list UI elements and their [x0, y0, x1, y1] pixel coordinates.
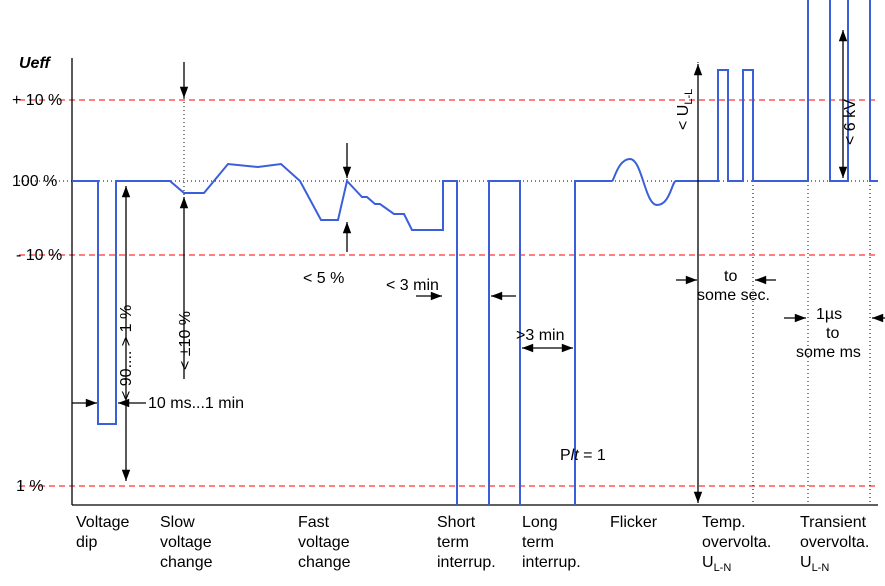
xlabel: Short	[437, 514, 476, 531]
xlabel: Temp.	[702, 514, 746, 531]
xlabel: overvolta.	[702, 534, 771, 551]
xlabel: UL-N	[702, 554, 731, 574]
xlabel: Voltage	[76, 514, 129, 531]
arrowhead	[755, 276, 766, 284]
short-interr-label: < 3 min	[386, 277, 439, 294]
transient-time-3: some ms	[796, 344, 861, 361]
fast-change-label: < 5 %	[303, 270, 344, 287]
arrowhead	[343, 167, 351, 178]
xlabel: voltage	[160, 534, 212, 551]
arrowhead	[522, 344, 533, 352]
arrowhead	[694, 492, 702, 503]
temp-ov-time-label-1: to	[724, 268, 737, 285]
xlabel: term	[522, 534, 554, 551]
arrowhead	[795, 314, 806, 322]
y-tick-plus10: + 10 %	[12, 92, 62, 109]
flicker-label: Plt = 1	[560, 447, 606, 464]
long-interr-label: >3 min	[516, 327, 564, 344]
y-tick-minus10: - 10 %	[16, 247, 62, 264]
arrowhead	[694, 64, 702, 75]
arrowhead	[562, 344, 573, 352]
slow-change-label: < ±10 %	[177, 311, 194, 370]
xlabel: change	[298, 554, 351, 571]
xlabel: overvolta.	[800, 534, 869, 551]
arrowhead	[86, 399, 97, 407]
transient-time-1: 1µs	[816, 306, 842, 323]
waveform	[72, 0, 878, 505]
arrowhead	[180, 87, 188, 98]
arrowhead	[686, 276, 697, 284]
dip-time-label: 10 ms...1 min	[148, 395, 244, 412]
xlabel: Flicker	[610, 514, 658, 531]
arrowhead	[839, 167, 847, 178]
arrowhead	[839, 30, 847, 41]
arrowhead	[872, 314, 883, 322]
xlabel: term	[437, 534, 469, 551]
arrowhead	[122, 186, 130, 197]
xlabel: interrup.	[437, 554, 496, 571]
temp-ov-time-label-2: some sec.	[697, 287, 770, 304]
arrowhead	[491, 292, 502, 300]
temp-ov-height-label: < UL-L	[675, 89, 695, 130]
transient-height-label: < 6 kV	[842, 99, 859, 145]
y-tick-100: 100 %	[12, 173, 57, 190]
dip-depth-label: < 90.... > 1 %	[118, 305, 135, 400]
xlabel: Transient	[800, 514, 867, 531]
arrowhead	[343, 222, 351, 233]
xlabel: Slow	[160, 514, 195, 531]
y-axis-title: Ueff	[19, 55, 51, 72]
xlabel: voltage	[298, 534, 350, 551]
xlabel: UL-N	[800, 554, 829, 574]
y-tick-1: 1 %	[16, 478, 44, 495]
transient-time-2: to	[826, 325, 839, 342]
xlabel: interrup.	[522, 554, 581, 571]
arrowhead	[180, 197, 188, 208]
arrowhead	[122, 470, 130, 481]
xlabel: Long	[522, 514, 558, 531]
xlabel: dip	[76, 534, 97, 551]
xlabel: change	[160, 554, 213, 571]
xlabel: Fast	[298, 514, 330, 531]
